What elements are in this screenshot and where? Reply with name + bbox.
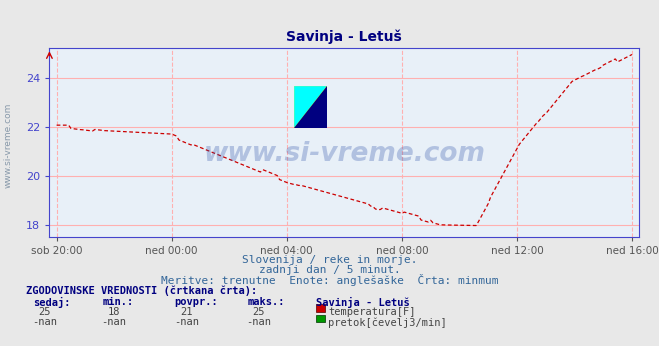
Text: www.si-vreme.com: www.si-vreme.com <box>3 103 13 188</box>
Text: -nan: -nan <box>101 317 127 327</box>
Text: ZGODOVINSKE VREDNOSTI (črtkana črta):: ZGODOVINSKE VREDNOSTI (črtkana črta): <box>26 285 258 296</box>
Text: 21: 21 <box>181 307 192 317</box>
Text: temperatura[F]: temperatura[F] <box>328 307 416 317</box>
Text: maks.:: maks.: <box>247 297 285 307</box>
Text: -nan: -nan <box>246 317 272 327</box>
Title: Savinja - Letuš: Savinja - Letuš <box>287 30 402 45</box>
Text: -nan: -nan <box>174 317 199 327</box>
Text: 25: 25 <box>39 307 51 317</box>
Text: 18: 18 <box>108 307 120 317</box>
Polygon shape <box>294 86 327 128</box>
Text: povpr.:: povpr.: <box>175 297 218 307</box>
Text: Meritve: trenutne  Enote: anglešaške  Črta: minmum: Meritve: trenutne Enote: anglešaške Črta… <box>161 274 498 286</box>
Text: Savinja - Letuš: Savinja - Letuš <box>316 297 410 308</box>
Text: sedaj:: sedaj: <box>33 297 71 308</box>
Polygon shape <box>294 86 327 128</box>
Text: Slovenija / reke in morje.: Slovenija / reke in morje. <box>242 255 417 265</box>
Text: zadnji dan / 5 minut.: zadnji dan / 5 minut. <box>258 265 401 275</box>
Text: min.:: min.: <box>102 297 133 307</box>
Bar <box>294 86 327 128</box>
Text: 25: 25 <box>253 307 265 317</box>
Text: -nan: -nan <box>32 317 57 327</box>
Text: pretok[čevelj3/min]: pretok[čevelj3/min] <box>328 317 447 328</box>
Text: www.si-vreme.com: www.si-vreme.com <box>204 141 485 167</box>
